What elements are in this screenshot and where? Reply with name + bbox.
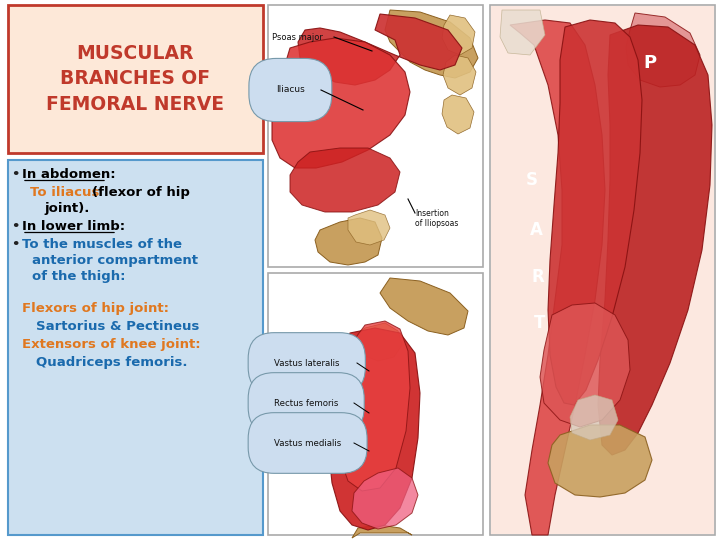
Text: A: A — [530, 221, 542, 239]
Text: Flexors of hip joint:: Flexors of hip joint: — [22, 302, 169, 315]
Text: T: T — [534, 314, 546, 332]
Text: (flexor of hip: (flexor of hip — [92, 186, 190, 199]
Polygon shape — [315, 218, 382, 265]
Text: In abdomen:: In abdomen: — [22, 168, 116, 181]
Polygon shape — [548, 425, 652, 497]
Text: Sartorius & Pectineus: Sartorius & Pectineus — [36, 320, 199, 333]
Text: Insertion
of Iliopsoas: Insertion of Iliopsoas — [415, 209, 459, 228]
Polygon shape — [298, 14, 462, 85]
Text: of the thigh:: of the thigh: — [32, 270, 125, 283]
Polygon shape — [348, 210, 390, 245]
Polygon shape — [443, 55, 476, 95]
Text: Vastus medialis: Vastus medialis — [274, 438, 341, 448]
Polygon shape — [272, 38, 410, 168]
Text: anterior compartment: anterior compartment — [32, 254, 198, 267]
Text: Vastus lateralis: Vastus lateralis — [274, 359, 340, 368]
Polygon shape — [540, 303, 630, 427]
Text: Extensors of knee joint:: Extensors of knee joint: — [22, 338, 201, 351]
Polygon shape — [352, 468, 418, 529]
FancyBboxPatch shape — [8, 5, 263, 153]
Polygon shape — [500, 10, 545, 55]
Text: S: S — [526, 171, 538, 189]
FancyBboxPatch shape — [490, 5, 715, 535]
Polygon shape — [338, 321, 410, 491]
Text: In lower limb:: In lower limb: — [22, 220, 125, 233]
Polygon shape — [442, 95, 474, 134]
Text: P: P — [644, 54, 657, 72]
Text: joint).: joint). — [44, 202, 89, 215]
FancyBboxPatch shape — [268, 5, 483, 267]
FancyBboxPatch shape — [268, 273, 483, 535]
Text: •: • — [11, 238, 19, 251]
Polygon shape — [598, 25, 712, 455]
Text: •: • — [11, 168, 19, 181]
Text: MUSCULAR
BRANCHES OF
FEMORAL NERVE: MUSCULAR BRANCHES OF FEMORAL NERVE — [47, 44, 225, 114]
Polygon shape — [385, 10, 478, 78]
Polygon shape — [328, 328, 420, 530]
Text: R: R — [531, 268, 544, 286]
FancyBboxPatch shape — [491, 6, 714, 534]
Text: Quadriceps femoris.: Quadriceps femoris. — [36, 356, 187, 369]
Polygon shape — [380, 278, 468, 335]
Text: Iliacus: Iliacus — [276, 85, 305, 94]
Polygon shape — [352, 525, 412, 538]
Polygon shape — [442, 15, 475, 55]
Polygon shape — [290, 148, 400, 212]
Text: Psoas major: Psoas major — [272, 33, 323, 42]
Polygon shape — [548, 20, 642, 405]
Text: To iliacus: To iliacus — [30, 186, 104, 199]
Polygon shape — [570, 395, 618, 440]
Text: Rectus femoris: Rectus femoris — [274, 399, 338, 408]
Polygon shape — [510, 20, 605, 535]
Polygon shape — [356, 323, 402, 361]
Text: To the muscles of the: To the muscles of the — [22, 238, 182, 251]
Text: •: • — [11, 220, 19, 233]
Polygon shape — [626, 13, 700, 87]
FancyBboxPatch shape — [8, 160, 263, 535]
